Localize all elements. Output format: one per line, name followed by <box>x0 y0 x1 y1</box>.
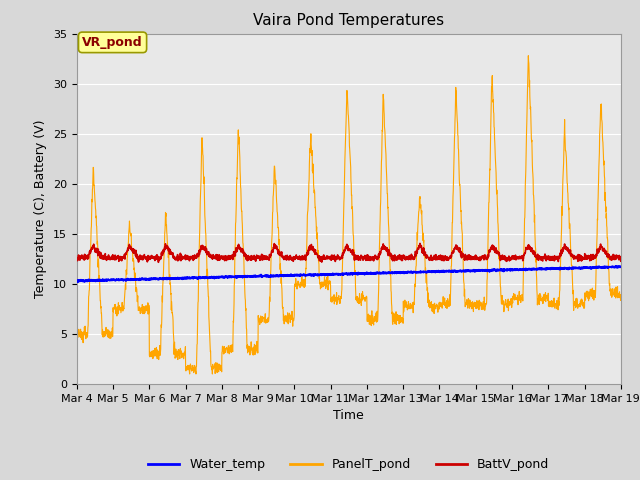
Title: Vaira Pond Temperatures: Vaira Pond Temperatures <box>253 13 444 28</box>
X-axis label: Time: Time <box>333 409 364 422</box>
Y-axis label: Temperature (C), Battery (V): Temperature (C), Battery (V) <box>35 120 47 298</box>
Legend: Water_temp, PanelT_pond, BattV_pond: Water_temp, PanelT_pond, BattV_pond <box>143 453 554 476</box>
Text: VR_pond: VR_pond <box>82 36 143 49</box>
